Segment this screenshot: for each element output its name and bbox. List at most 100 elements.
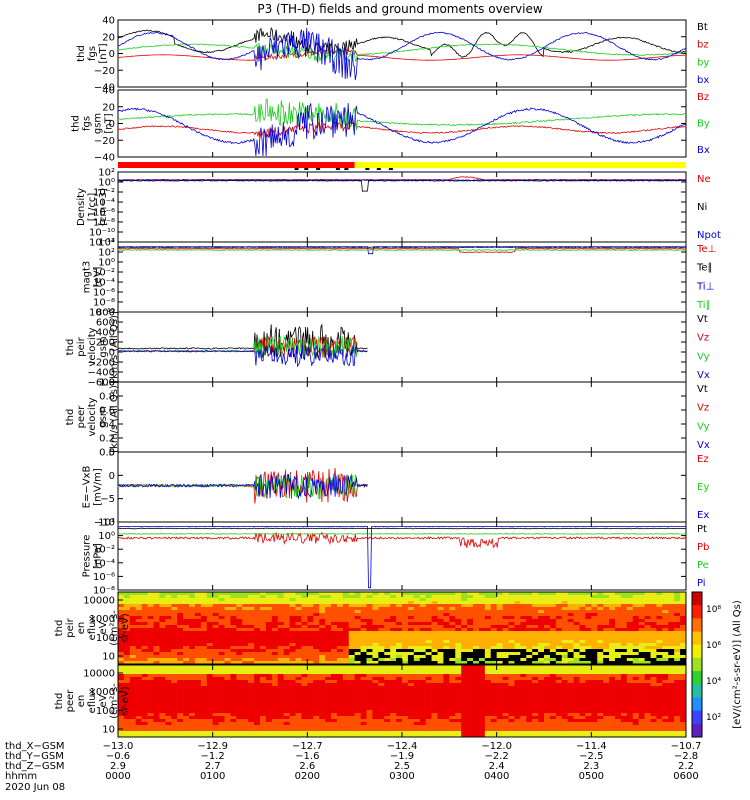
spectrogram-cell: [573, 634, 580, 638]
spectrogram-cell: [271, 683, 279, 687]
spectrogram-cell: [254, 622, 261, 626]
spectrogram-cell: [591, 601, 598, 605]
spectrogram-cell: [307, 722, 314, 726]
spectrogram-cell: [123, 710, 131, 714]
spectrogram-cell: [585, 631, 592, 635]
spectrogram-cell: [490, 698, 497, 702]
spectrogram-cell: [567, 698, 574, 702]
spectrogram-cell: [668, 604, 675, 608]
spectrogram-cell: [419, 695, 426, 699]
spectrogram-cell: [585, 658, 592, 662]
spectrogram-cell: [307, 725, 314, 729]
spectrogram-cell: [419, 692, 426, 696]
spectrogram-cell: [153, 698, 160, 702]
spectrogram-cell: [354, 713, 361, 717]
spectrogram-cell: [662, 616, 669, 620]
spectrogram-cell: [478, 643, 486, 647]
y-tick-label: 10⁻²: [93, 545, 115, 556]
spectrogram-cell: [295, 637, 302, 641]
spectrogram-cell: [129, 719, 137, 723]
spectrogram-cell: [123, 728, 131, 732]
spectrogram-cell: [496, 722, 503, 726]
spectrogram-cell: [360, 725, 367, 729]
spectrogram-cell: [467, 634, 474, 638]
spectrogram-cell: [585, 698, 592, 702]
y-tick-label: 0: [109, 471, 115, 482]
spectrogram-cell: [449, 725, 456, 729]
spectrogram-cell: [532, 713, 539, 717]
spectrogram-cell: [467, 631, 474, 635]
spectrogram-cell: [437, 616, 444, 620]
spectrogram-cell: [620, 665, 628, 669]
spectrogram-cell: [579, 731, 586, 735]
spectrogram-cell: [555, 658, 563, 662]
spectrogram-cell: [402, 649, 409, 653]
spectrogram-cell: [644, 710, 651, 714]
spectrogram-cell: [254, 640, 261, 644]
spectrogram-cell: [224, 598, 231, 602]
spectrogram-cell: [473, 598, 480, 602]
spectrogram-cell: [301, 719, 308, 723]
spectrogram-cell: [473, 625, 480, 629]
spectrogram-cell: [313, 671, 320, 675]
spectrogram-cell: [561, 695, 568, 699]
spectrogram-cell: [591, 598, 598, 602]
spectrogram-cell: [194, 716, 202, 720]
spectrogram-cell: [413, 607, 421, 611]
spectrogram-cell: [135, 695, 142, 699]
spectrogram-cell: [585, 677, 592, 681]
spectrogram-cell: [378, 607, 385, 611]
spectrogram-cell: [372, 622, 379, 626]
spectrogram-cell: [402, 592, 409, 596]
spectrogram-cell: [431, 731, 438, 735]
spectrogram-cell: [123, 643, 131, 647]
spectrogram-cell: [301, 689, 308, 693]
spectrogram-cell: [254, 665, 261, 669]
spectrogram-cell: [484, 704, 492, 708]
spectrogram-cell: [484, 692, 492, 696]
spectrogram-cell: [467, 698, 474, 702]
spectrogram-cell: [538, 734, 545, 738]
spectrogram-cell: [638, 731, 645, 735]
spectrogram-cell: [520, 604, 527, 608]
spectrogram-cell: [668, 722, 675, 726]
spectrogram-cell: [366, 671, 373, 675]
spectrogram-cell: [467, 628, 474, 632]
spectrogram-cell: [396, 604, 403, 608]
spectrogram-cell: [561, 595, 568, 599]
spectrogram-cell: [638, 607, 645, 611]
spectrogram-cell: [626, 665, 634, 669]
spectrogram-cell: [200, 707, 208, 711]
spectrogram-cell: [248, 598, 255, 602]
spectrogram-cell: [674, 661, 681, 665]
spectrogram-cell: [496, 677, 503, 681]
spectrogram-cell: [437, 643, 444, 647]
legend-pt: Pt: [697, 524, 707, 535]
spectrogram-cell: [165, 728, 172, 732]
spectrogram-cell: [141, 710, 148, 714]
spectrogram-cell: [171, 625, 178, 629]
spectrogram-cell: [573, 592, 580, 596]
spectrogram-cell: [265, 637, 273, 641]
spectrogram-cell: [544, 698, 551, 702]
spectrogram-cell: [449, 619, 456, 623]
spectrogram-cell: [502, 707, 509, 711]
spectrogram-cell: [561, 671, 568, 675]
spectrogram-cell: [425, 677, 432, 681]
spectrogram-cell: [301, 646, 308, 650]
spectrogram-cell: [301, 613, 308, 617]
spectrogram-cell: [194, 725, 202, 729]
spectrogram-cell: [183, 631, 190, 635]
spectrogram-cell: [123, 658, 131, 662]
spectrogram-cell: [644, 625, 651, 629]
spectrogram-cell: [277, 734, 284, 738]
spectrogram-cell: [123, 646, 131, 650]
spectrogram-cell: [242, 707, 249, 711]
spectrogram-cell: [331, 631, 338, 635]
spectrogram-cell: [384, 625, 391, 629]
spectrogram-cell: [200, 701, 208, 705]
spectrogram-cell: [402, 631, 409, 635]
spectrogram-cell: [224, 725, 231, 729]
spectrogram-cell: [194, 731, 202, 735]
spectrogram-cell: [129, 692, 137, 696]
